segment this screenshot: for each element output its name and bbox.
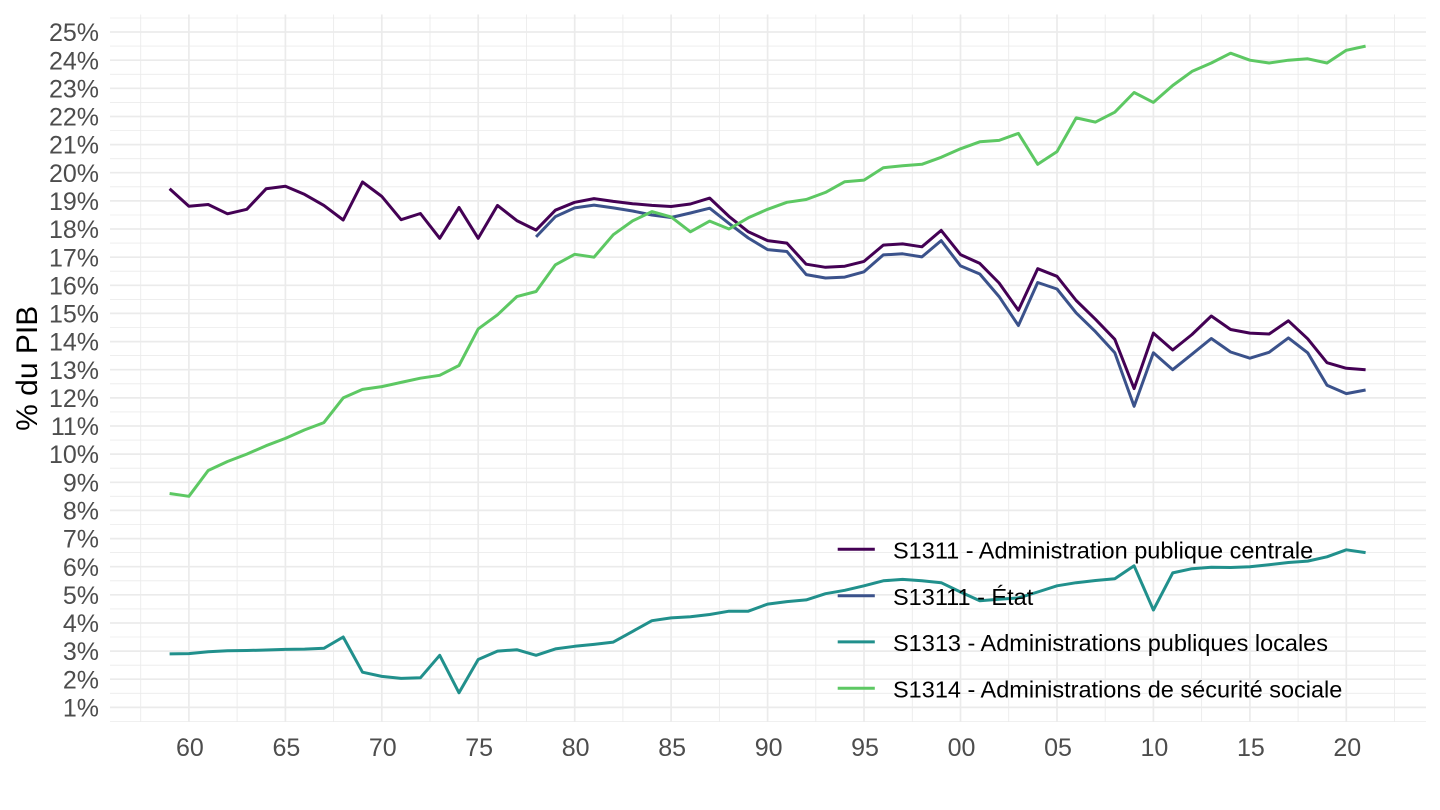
svg-text:24%: 24% bbox=[49, 47, 99, 75]
svg-text:5%: 5% bbox=[63, 582, 99, 610]
svg-text:16%: 16% bbox=[49, 272, 99, 300]
svg-text:1%: 1% bbox=[63, 695, 99, 723]
svg-text:11%: 11% bbox=[51, 413, 99, 441]
svg-text:S1313 - Administrations publiq: S1313 - Administrations publiques locale… bbox=[893, 630, 1328, 656]
svg-text:05: 05 bbox=[1044, 734, 1072, 762]
svg-text:65: 65 bbox=[272, 734, 300, 762]
svg-text:75: 75 bbox=[465, 734, 493, 762]
svg-text:90: 90 bbox=[755, 734, 783, 762]
svg-text:9%: 9% bbox=[63, 469, 99, 497]
svg-text:21%: 21% bbox=[49, 132, 99, 160]
svg-text:15%: 15% bbox=[49, 301, 99, 329]
svg-text:19%: 19% bbox=[49, 188, 99, 216]
svg-text:10%: 10% bbox=[49, 441, 99, 469]
svg-text:8%: 8% bbox=[63, 498, 99, 526]
svg-text:2%: 2% bbox=[63, 666, 99, 694]
svg-text:13%: 13% bbox=[49, 357, 99, 385]
svg-text:7%: 7% bbox=[63, 526, 99, 554]
svg-text:6%: 6% bbox=[63, 554, 99, 582]
svg-text:20: 20 bbox=[1333, 734, 1361, 762]
svg-text:S13111 - État: S13111 - État bbox=[893, 584, 1034, 610]
svg-text:12%: 12% bbox=[49, 385, 99, 413]
svg-text:18%: 18% bbox=[49, 216, 99, 244]
svg-text:00: 00 bbox=[948, 734, 976, 762]
svg-text:% du PIB: % du PIB bbox=[11, 306, 44, 431]
svg-text:17%: 17% bbox=[49, 244, 99, 272]
svg-text:80: 80 bbox=[562, 734, 590, 762]
svg-text:4%: 4% bbox=[63, 610, 99, 638]
svg-text:10: 10 bbox=[1140, 734, 1168, 762]
svg-text:14%: 14% bbox=[49, 329, 99, 357]
svg-text:25%: 25% bbox=[49, 19, 99, 47]
svg-text:95: 95 bbox=[851, 734, 879, 762]
svg-text:22%: 22% bbox=[49, 104, 99, 132]
svg-text:85: 85 bbox=[658, 734, 686, 762]
svg-text:15: 15 bbox=[1237, 734, 1265, 762]
svg-text:S1311 - Administration publiqu: S1311 - Administration publique centrale bbox=[893, 537, 1313, 563]
svg-text:60: 60 bbox=[176, 734, 204, 762]
svg-text:3%: 3% bbox=[63, 638, 99, 666]
svg-text:S1314 - Administrations de séc: S1314 - Administrations de sécurité soci… bbox=[893, 676, 1342, 702]
svg-text:70: 70 bbox=[369, 734, 397, 762]
svg-text:20%: 20% bbox=[49, 160, 99, 188]
svg-text:23%: 23% bbox=[49, 75, 99, 103]
